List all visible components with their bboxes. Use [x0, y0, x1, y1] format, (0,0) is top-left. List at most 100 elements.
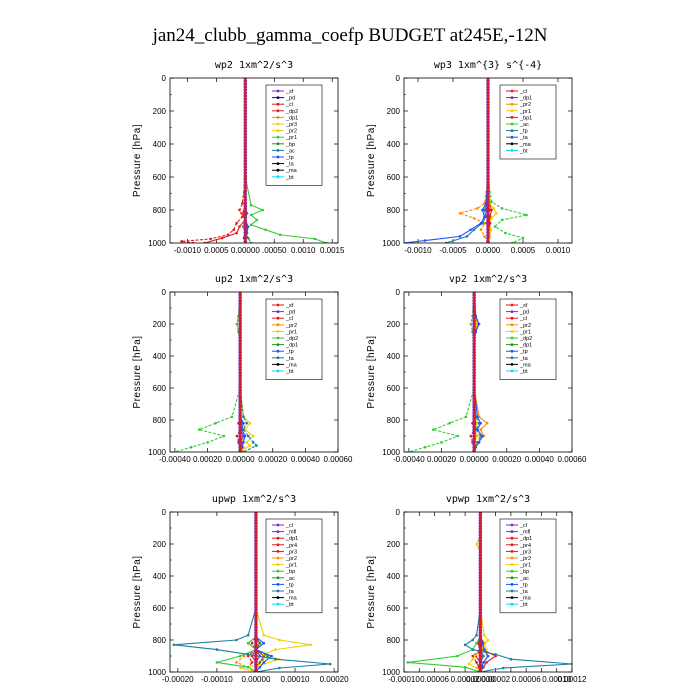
data-point	[248, 444, 252, 447]
data-point	[246, 236, 250, 240]
legend: _cl_mfl_dp1_pr4_pr3_pr2_pr1_bp_ac_tp_ta_…	[499, 518, 557, 614]
legend-marker	[276, 569, 280, 573]
legend-marker	[510, 589, 514, 593]
legend-label: _dp1	[285, 343, 298, 349]
legend-box	[499, 298, 557, 380]
legend-marker	[276, 129, 280, 133]
legend-label: _bp	[519, 569, 529, 575]
data-point	[255, 444, 258, 447]
legend-marker	[510, 336, 514, 340]
y-tick-label: 200	[153, 320, 167, 329]
profile-marker	[486, 177, 490, 181]
legend-marker	[276, 530, 280, 533]
x-tick-label: 0.00002	[481, 675, 510, 684]
data-point	[251, 434, 255, 438]
y-tick-label: 600	[387, 604, 401, 613]
data-point	[483, 221, 486, 225]
profile-marker	[243, 105, 248, 110]
data-point	[423, 445, 427, 449]
x-tick-label: 0.0005	[204, 246, 229, 255]
legend-marker	[510, 303, 514, 307]
y-axis-label: Pressure [hPa]	[366, 124, 377, 197]
data-point	[495, 212, 498, 215]
profile-marker	[243, 132, 248, 137]
x-tick-label: 0.00002	[451, 675, 480, 684]
data-point	[235, 661, 238, 664]
legend-label: _pr3	[285, 122, 297, 128]
profile-marker	[243, 209, 248, 214]
legend-marker	[510, 576, 514, 580]
legend-label: _sf	[285, 303, 294, 309]
y-axis-label: Pressure [hPa]	[366, 335, 377, 408]
x-tick-label: 0.0010	[546, 246, 571, 255]
data-point	[242, 421, 245, 425]
legend-marker	[276, 135, 280, 139]
legend-marker	[276, 303, 280, 307]
data-point	[249, 203, 253, 207]
chart-panel-4: vp2 1xm^2/s^3 Pressure [hPa] 0 200 400 600 800…	[366, 274, 587, 464]
data-point	[250, 661, 254, 664]
profile-marker	[472, 448, 476, 452]
data-point	[483, 235, 486, 238]
legend-label: _bp	[285, 142, 295, 148]
x-tick-label: 0.00060	[558, 455, 587, 464]
legend-marker	[276, 550, 280, 553]
x-tick-label: 0.00040	[291, 455, 320, 464]
data-point	[215, 661, 219, 664]
x-tick-label: 0.00020	[258, 455, 287, 464]
x-tick-label: 0.0010	[291, 246, 316, 255]
data-point	[189, 445, 193, 449]
profile-marker	[486, 141, 490, 146]
legend-marker	[276, 349, 280, 353]
legend: _cl_dp1_pr2_pr1_bp1_ac_tp_ta_ma_bt	[499, 84, 557, 160]
data-point	[475, 661, 478, 664]
profile-marker	[486, 224, 490, 229]
series-line-dp2	[408, 292, 475, 452]
legend-marker	[276, 336, 280, 340]
data-point	[469, 322, 473, 326]
x-tick-label: 0.00040	[525, 455, 554, 464]
legend-marker	[510, 89, 514, 93]
legend-label: _pr2	[519, 556, 531, 562]
data-point	[482, 648, 486, 651]
profile-marker	[243, 117, 248, 122]
y-tick-label: 200	[387, 107, 401, 116]
profile-marker	[486, 144, 490, 149]
y-axis-label: Pressure [hPa]	[366, 555, 377, 628]
legend-marker	[510, 349, 514, 353]
plot-frame	[403, 77, 573, 244]
series-line-dp2	[174, 292, 241, 452]
x-tick-label: 0.0015	[320, 246, 345, 255]
y-axis-label: Pressure [hPa]	[132, 555, 143, 628]
legend-label: _pd	[519, 310, 529, 316]
data-point	[458, 212, 462, 215]
profile-marker	[486, 82, 490, 86]
series-group	[404, 78, 528, 243]
legend-label: _ac	[519, 576, 529, 582]
legend-label: _tp	[285, 582, 294, 588]
legend: _sf_pd_cl_pr2_pr1_dp2_dp1_tp_ta_ma_bt	[499, 298, 557, 380]
data-point	[475, 633, 478, 637]
y-tick-label: 1000	[148, 239, 166, 248]
data-point	[278, 233, 282, 237]
profile-marker	[486, 114, 490, 119]
data-point	[406, 661, 410, 664]
data-point	[486, 654, 490, 658]
legend-marker	[276, 556, 280, 560]
data-point	[238, 225, 241, 228]
data-point	[242, 441, 245, 444]
profile-marker	[486, 230, 490, 235]
data-point	[504, 231, 507, 235]
panel-title: wp3 1xm^{3} s^{-4}	[434, 60, 542, 71]
legend-marker	[510, 530, 514, 533]
data-point	[469, 228, 472, 232]
series-line-cl	[181, 78, 246, 243]
legend-label: _pr2	[285, 556, 297, 562]
data-point	[249, 223, 253, 227]
legend-marker	[276, 310, 280, 313]
data-point	[242, 415, 245, 419]
legend-marker	[276, 589, 280, 593]
profile-marker	[243, 200, 248, 205]
legend-marker	[510, 129, 514, 133]
data-point	[242, 428, 245, 431]
